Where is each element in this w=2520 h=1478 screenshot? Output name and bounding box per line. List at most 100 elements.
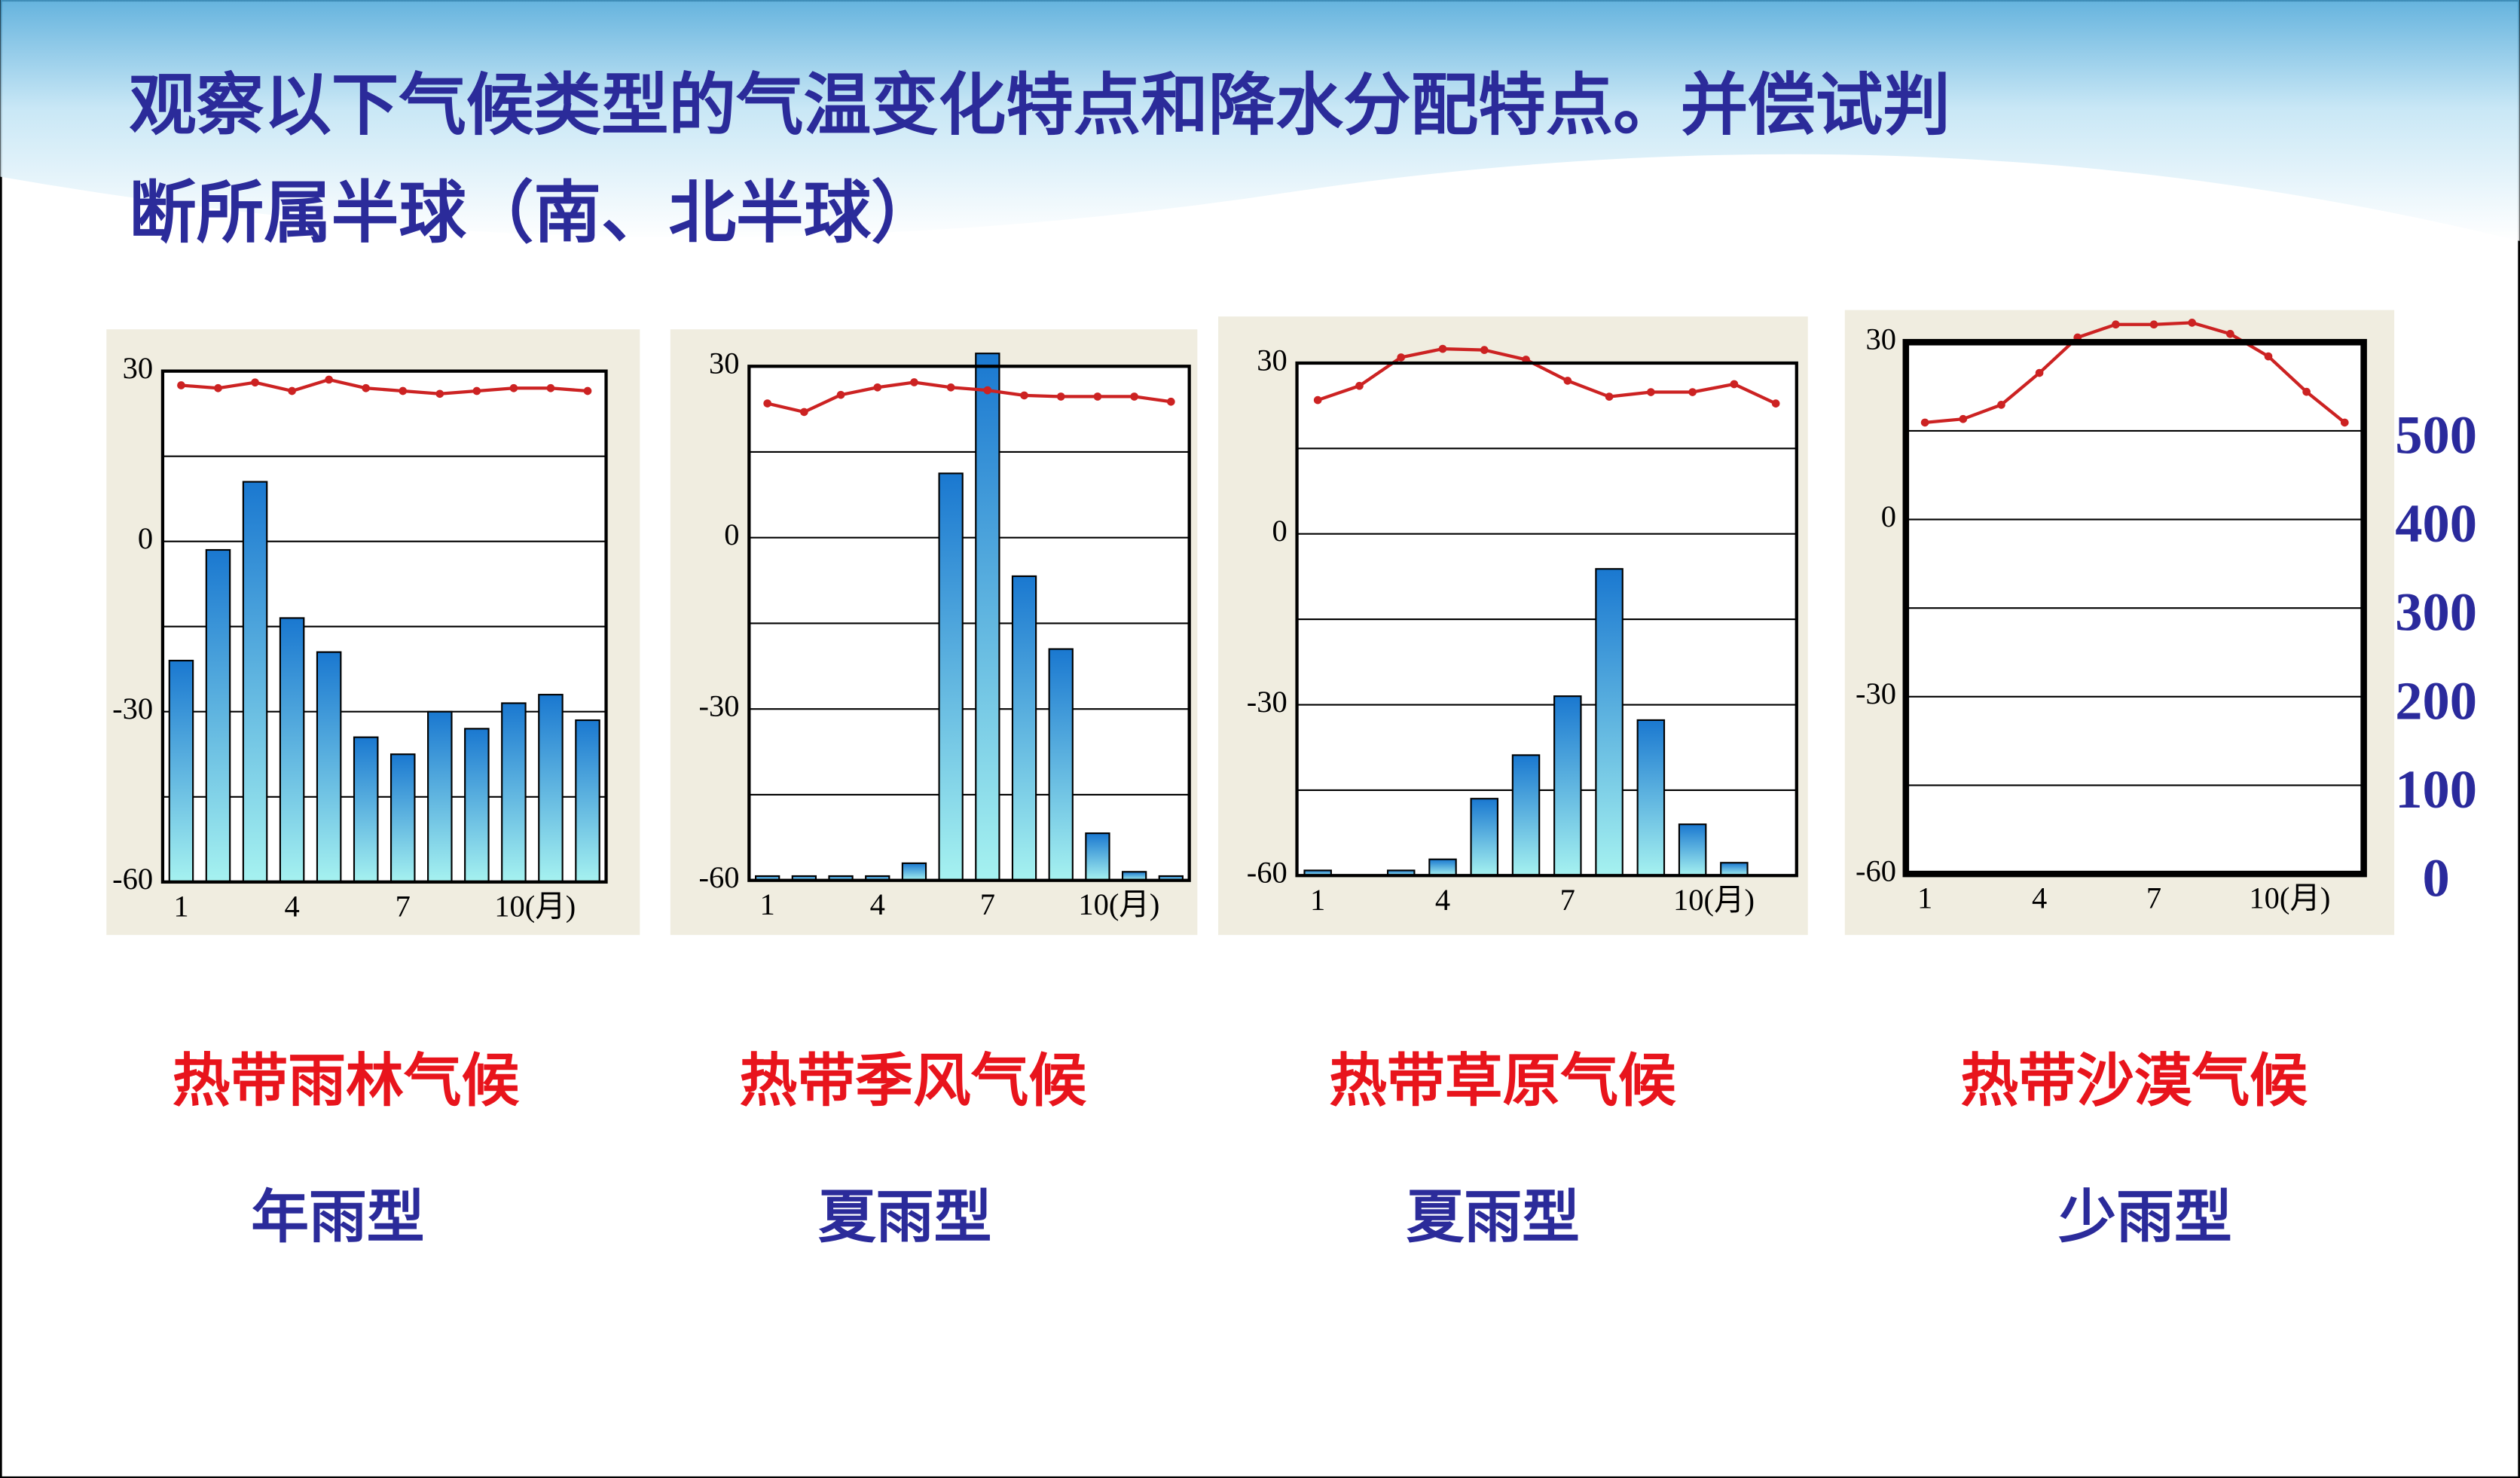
y-tick-label: -60	[1247, 856, 1287, 890]
temperature-point	[251, 378, 259, 387]
temperature-point	[583, 386, 592, 395]
x-tick-label: 7	[396, 889, 411, 923]
precipitation-bar	[1011, 575, 1037, 881]
temperature-point	[1605, 392, 1614, 401]
precipitation-bar	[938, 472, 964, 881]
temperature-point	[325, 375, 333, 384]
precipitation-bar	[1678, 823, 1707, 877]
x-tick-label: 10(月)	[494, 889, 576, 923]
precipitation-bar	[901, 862, 927, 881]
x-tick-label: 1	[760, 887, 775, 921]
precipitation-bar	[242, 481, 268, 883]
y-tick-label: -60	[1856, 854, 1896, 887]
y-tick-label: -30	[1856, 676, 1896, 710]
temperature-point	[288, 386, 296, 395]
x-tick-label: 7	[1560, 883, 1575, 917]
precipitation-bar	[1085, 832, 1110, 881]
precipitation-bar	[538, 694, 564, 883]
y-tick-label: 0	[1272, 514, 1287, 548]
y-tick-label: 0	[1881, 499, 1896, 533]
temperature-point	[1355, 381, 1364, 390]
temperature-point	[1563, 377, 1572, 385]
title-line: 观察以下气候类型的气温变化特点和降水分配特点。并偿试判	[129, 67, 1950, 145]
temperature-line	[767, 380, 1171, 414]
temperature-point	[2112, 320, 2120, 329]
precipitation-bar	[1511, 754, 1541, 877]
plot-frame	[1902, 338, 2367, 878]
precipitation-bar	[389, 753, 416, 883]
temperature-point	[1397, 353, 1406, 362]
y2-tick-label: 400	[2395, 493, 2477, 554]
rain-pattern: 夏雨型	[1407, 1184, 1580, 1251]
rain-pattern: 夏雨型	[818, 1184, 991, 1251]
y2-tick-label: 500	[2395, 404, 2477, 465]
rain-pattern: 少雨型	[2058, 1184, 2231, 1251]
precipitation-bar	[353, 736, 379, 883]
temperature-point	[1130, 392, 1138, 401]
y2-tick-label: 300	[2395, 582, 2477, 643]
precipitation-bar	[427, 710, 453, 883]
precipitation-bar	[975, 353, 1000, 881]
temperature-point	[1020, 391, 1028, 400]
temperature-line	[181, 377, 588, 395]
temperature-point	[1920, 418, 1929, 427]
temperature-point	[1093, 392, 1102, 401]
temperature-point	[2225, 329, 2234, 338]
precipitation-bar	[279, 617, 305, 883]
temperature-point	[509, 383, 518, 392]
temperature-point	[1959, 414, 1968, 423]
temperature-point	[2035, 368, 2044, 377]
temperature-point	[362, 383, 371, 392]
temperature-point	[1056, 392, 1065, 401]
plot-frame	[1295, 361, 1798, 878]
precipitation-bar	[501, 702, 527, 883]
temperature-point	[1313, 395, 1322, 405]
climate-name: 热带雨林气候	[173, 1048, 520, 1115]
x-tick-label: 10(月)	[1078, 887, 1159, 921]
precipitation-bar	[1048, 648, 1074, 881]
temperature-point	[2264, 352, 2273, 361]
x-tick-label: 4	[2032, 881, 2047, 915]
temperature-point	[1438, 344, 1447, 353]
precipitation-bar	[1720, 862, 1749, 877]
precipitation-bar	[1553, 695, 1582, 877]
x-tick-label: 7	[2146, 881, 2161, 915]
y-tick-label: 30	[1257, 343, 1287, 377]
y-tick-label: -60	[112, 862, 153, 896]
temperature-point	[1997, 401, 2005, 409]
temperature-point	[946, 383, 955, 392]
precipitation-bar	[168, 659, 194, 883]
temperature-point	[1166, 397, 1175, 406]
temperature-point	[2340, 418, 2349, 427]
temperature-point	[214, 383, 222, 392]
y2-tick-label: 0	[2422, 847, 2449, 908]
temperature-point	[1480, 346, 1489, 354]
precipitation-bar	[1636, 719, 1666, 877]
precipitation-bar	[464, 728, 490, 883]
plot-frame	[747, 365, 1191, 882]
temperature-line	[1924, 321, 2346, 425]
x-tick-label: 7	[980, 887, 995, 921]
x-tick-label: 4	[284, 889, 299, 923]
temperature-point	[399, 386, 408, 395]
header-wave	[0, 0, 2520, 241]
x-tick-label: 4	[870, 887, 885, 921]
precipitation-bar	[205, 548, 231, 883]
temperature-point	[472, 386, 481, 395]
precipitation-bar	[1428, 858, 1457, 877]
plot-frame	[160, 369, 608, 884]
temperature-point	[177, 381, 185, 389]
precipitation-bar	[1595, 568, 1623, 877]
temperature-point	[1647, 388, 1655, 396]
temperature-point	[873, 383, 882, 392]
title-line: 断所属半球（南、北半球）	[129, 174, 939, 252]
x-tick-label: 10(月)	[1673, 883, 1755, 917]
y-tick-label: -30	[112, 692, 153, 725]
temperature-point	[2302, 387, 2311, 396]
y-tick-label: 0	[138, 521, 153, 555]
y-tick-label: 30	[1866, 322, 1897, 356]
temperature-point	[983, 386, 992, 395]
temperature-point	[836, 390, 845, 399]
y-tick-label: -30	[699, 689, 740, 722]
